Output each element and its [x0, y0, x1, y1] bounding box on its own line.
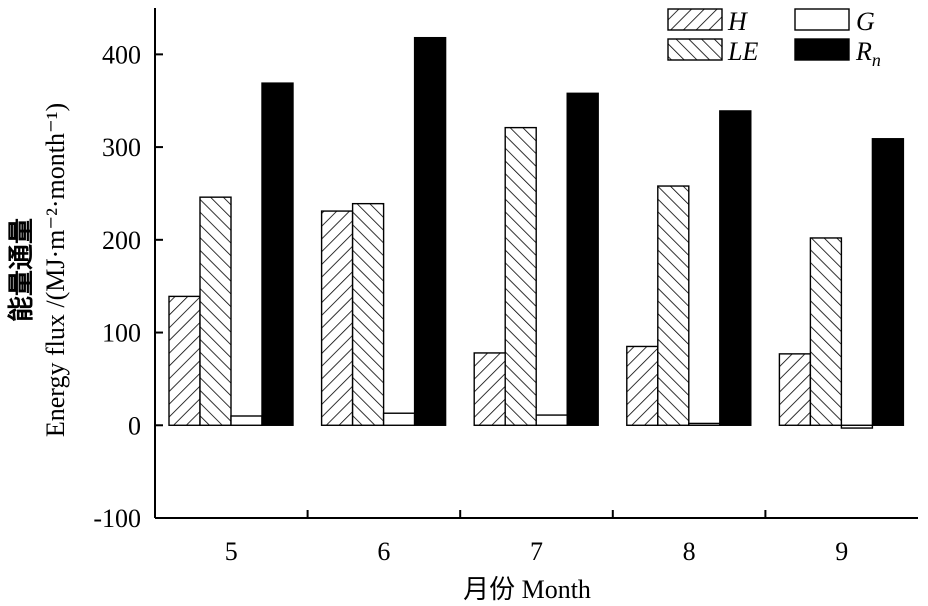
- y-tick-label: 300: [102, 133, 141, 162]
- x-tick-label: 7: [530, 537, 543, 566]
- legend-label-subscript: n: [872, 50, 881, 70]
- bar-g-9: [840, 424, 874, 429]
- y-tick-label: 100: [102, 319, 141, 348]
- y-tick-label: -100: [93, 504, 141, 533]
- bar-rn-7: [566, 92, 599, 426]
- bar-rn-5: [261, 82, 294, 426]
- x-tick-label: 6: [377, 537, 390, 566]
- bar-le-5: [199, 196, 232, 426]
- x-axis-title: 月份 Month: [463, 575, 591, 604]
- y-tick-label: 200: [102, 226, 141, 255]
- bar-h-9: [778, 353, 812, 426]
- x-tick-label: 5: [225, 537, 238, 566]
- bar-le-6: [351, 202, 385, 426]
- y-axis-title-cn: 能量通量: [6, 218, 36, 322]
- bar-g-5: [230, 415, 263, 426]
- bar-rn-8: [719, 110, 752, 426]
- legend: H G LE Rn: [667, 7, 881, 70]
- y-tick-label: 0: [128, 411, 141, 440]
- legend-label: H: [727, 7, 748, 36]
- x-tick-label: 8: [683, 537, 696, 566]
- bar-h-7: [473, 352, 506, 426]
- bar-rn-6: [413, 36, 447, 426]
- legend-label: G: [856, 7, 875, 36]
- bar-h-8: [626, 345, 659, 426]
- bar-g-7: [535, 414, 568, 426]
- legend-swatch: [794, 8, 850, 31]
- bar-le-8: [657, 185, 690, 426]
- bar-h-5: [168, 295, 201, 426]
- y-tick-label: 400: [102, 40, 141, 69]
- y-axis-title-en: Energy flux /(MJ·m⁻²·month⁻¹): [41, 103, 70, 437]
- bar-g-6: [382, 412, 416, 426]
- bar-rn-9: [871, 138, 905, 426]
- legend-label: LE: [727, 37, 758, 66]
- legend-swatch: [794, 38, 850, 61]
- legend-swatch: [667, 38, 723, 61]
- bar-g-8: [688, 422, 721, 426]
- x-tick-label: 9: [835, 537, 848, 566]
- legend-label: Rn: [855, 37, 881, 70]
- y-axis-title: 能量通量 Energy flux /(MJ·m⁻²·month⁻¹): [6, 103, 70, 437]
- plot-area: -100 0 100 200 300 400 5 6 7 8 9: [93, 8, 918, 566]
- bar-le-9: [809, 237, 843, 426]
- bar-le-7: [504, 126, 537, 426]
- bar-h-6: [320, 210, 354, 426]
- legend-swatch: [667, 8, 723, 31]
